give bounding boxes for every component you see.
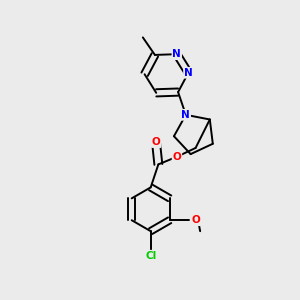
Text: N: N <box>172 49 181 59</box>
Text: O: O <box>191 215 200 225</box>
Text: O: O <box>152 137 161 147</box>
Text: Cl: Cl <box>145 251 156 261</box>
Text: N: N <box>182 110 190 120</box>
Text: N: N <box>184 68 193 78</box>
Text: O: O <box>172 152 181 162</box>
